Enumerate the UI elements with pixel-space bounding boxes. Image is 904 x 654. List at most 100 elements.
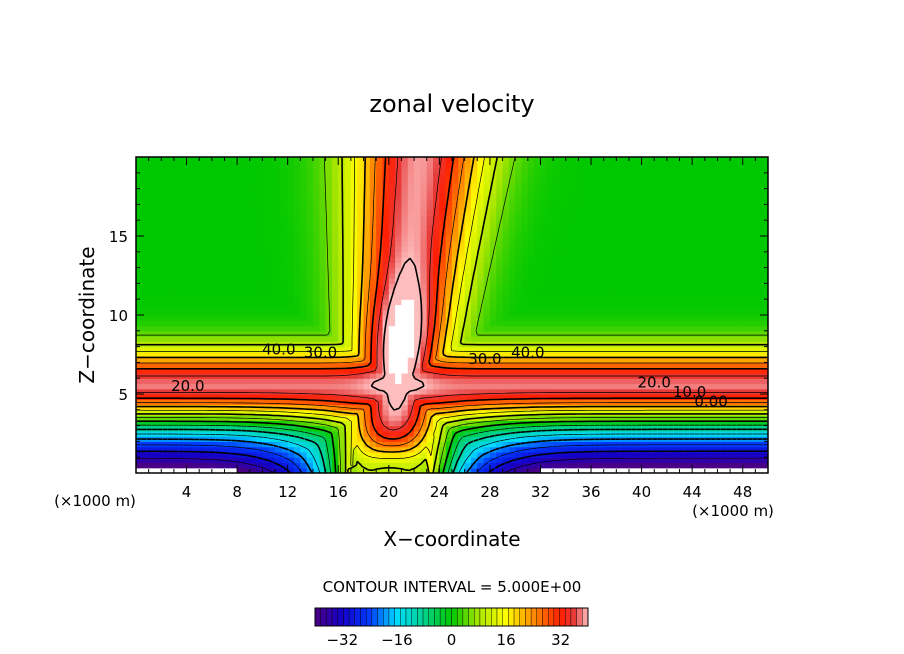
heatmap-cell (192, 362, 200, 369)
heatmap-cell (237, 167, 245, 174)
heatmap-cell (546, 388, 554, 395)
heatmap-cell (401, 293, 409, 300)
heatmap-cell (395, 162, 403, 169)
heatmap-cell (635, 367, 643, 374)
heatmap-cell (173, 457, 181, 464)
heatmap-cell (414, 362, 421, 369)
heatmap-cell (256, 451, 263, 458)
heatmap-cell (521, 378, 529, 385)
heatmap-cell (641, 293, 649, 300)
heatmap-cell (211, 178, 219, 184)
heatmap-cell (388, 246, 396, 253)
heatmap-cell (458, 325, 466, 332)
heatmap-cell (256, 320, 263, 327)
heatmap-cell (205, 315, 213, 321)
heatmap-cell (521, 436, 529, 442)
heatmap-cell (300, 299, 308, 306)
heatmap-cell (382, 214, 390, 221)
heatmap-cell (464, 436, 472, 442)
heatmap-cell (319, 225, 327, 232)
heatmap-cell (205, 378, 213, 385)
heatmap-cell (559, 241, 567, 248)
heatmap-cell (230, 346, 238, 353)
heatmap-cell (477, 241, 485, 248)
heatmap-cell (584, 230, 592, 237)
heatmap-cell (256, 462, 263, 469)
heatmap-cell (142, 299, 150, 306)
heatmap-cell (294, 457, 301, 464)
heatmap-cell (508, 214, 516, 221)
heatmap-cell (483, 446, 491, 453)
heatmap-cell (407, 330, 415, 337)
heatmap-cell (502, 278, 510, 284)
heatmap-cell (603, 330, 611, 337)
heatmap-cell (161, 214, 169, 221)
heatmap-cell (224, 304, 232, 311)
heatmap-cell (192, 304, 200, 311)
heatmap-cell (464, 230, 472, 237)
heatmap-cell (496, 162, 504, 169)
heatmap-cell (281, 415, 289, 421)
heatmap-cell (515, 257, 523, 263)
heatmap-cell (401, 462, 409, 469)
heatmap-cell (426, 283, 434, 290)
heatmap-cell (350, 341, 358, 348)
heatmap-cell (306, 178, 314, 184)
heatmap-cell (369, 378, 377, 385)
heatmap-cell (616, 283, 624, 290)
heatmap-cell (426, 230, 434, 237)
heatmap-cell (287, 278, 295, 284)
heatmap-cell (331, 193, 339, 200)
heatmap-cell (515, 467, 523, 473)
heatmap-cell (546, 230, 554, 237)
heatmap-cell (521, 178, 529, 184)
heatmap-cell (211, 346, 219, 353)
heatmap-cell (268, 172, 276, 179)
heatmap-cell (300, 236, 308, 242)
heatmap-cell (445, 162, 453, 169)
heatmap-cell (401, 262, 409, 269)
heatmap-cell (470, 162, 478, 169)
heatmap-cell (268, 320, 276, 327)
heatmap-cell (199, 236, 207, 242)
heatmap-cell (458, 262, 466, 269)
heatmap-cell (407, 236, 415, 242)
heatmap-cell (312, 451, 320, 458)
heatmap-cell (173, 299, 181, 306)
heatmap-cell (294, 362, 301, 369)
heatmap-cell (496, 362, 504, 369)
heatmap-cell (508, 209, 516, 216)
heatmap-cell (407, 241, 415, 248)
heatmap-cell (300, 220, 308, 227)
heatmap-cell (401, 372, 409, 379)
heatmap-cell (654, 404, 662, 411)
heatmap-cell (610, 388, 617, 395)
heatmap-cell (635, 230, 643, 237)
heatmap-cell (363, 325, 371, 332)
heatmap-cell (281, 172, 289, 179)
heatmap-cell (136, 272, 143, 279)
heatmap-cell (224, 451, 232, 458)
heatmap-cell (515, 315, 523, 321)
heatmap-cell (546, 362, 554, 369)
heatmap-cell (192, 388, 200, 395)
heatmap-cell (173, 278, 181, 284)
heatmap-cell (211, 351, 219, 358)
heatmap-cell (458, 204, 466, 211)
heatmap-cell (489, 209, 497, 216)
heatmap-cell (275, 325, 282, 332)
heatmap-cell (546, 283, 554, 290)
heatmap-cell (211, 214, 219, 221)
heatmap-cell (167, 188, 175, 195)
heatmap-cell (376, 188, 384, 195)
heatmap-cell (161, 351, 169, 358)
heatmap-cell (294, 236, 301, 242)
heatmap-cell (262, 388, 270, 395)
heatmap-cell (357, 330, 365, 337)
heatmap-cell (641, 214, 649, 221)
heatmap-cell (591, 246, 598, 253)
heatmap-cell (534, 293, 542, 300)
heatmap-cell (565, 362, 573, 369)
heatmap-cell (426, 183, 434, 190)
heatmap-cell (256, 183, 263, 190)
